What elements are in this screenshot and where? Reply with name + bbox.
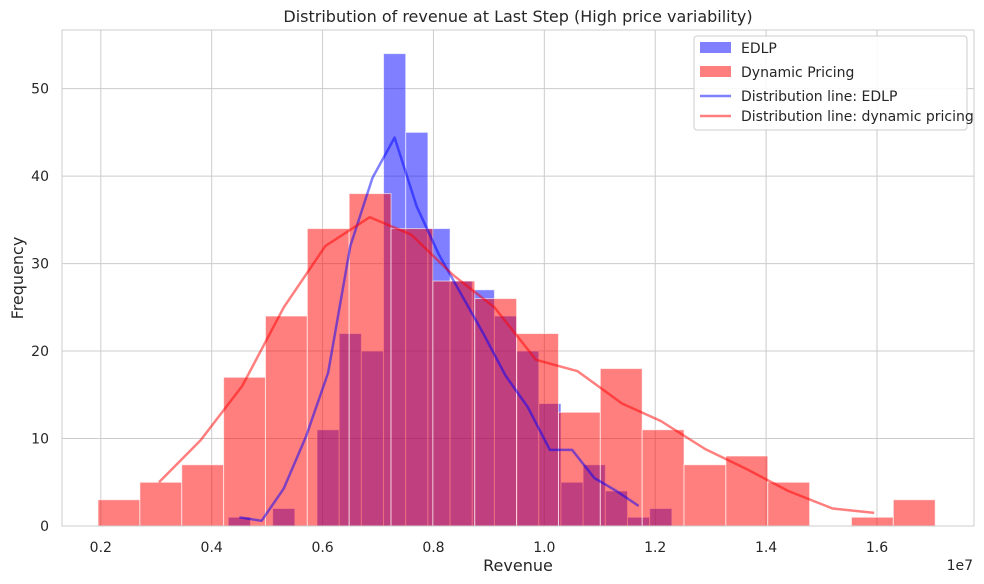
dynamic-pricing-bar — [850, 516, 894, 527]
y-tick-label: 30 — [31, 257, 49, 273]
legend-label-line-edlp: Distribution line: EDLP — [741, 89, 897, 105]
x-tick-label: 1.4 — [755, 540, 777, 556]
legend-box — [693, 35, 968, 131]
y-axis-ticks: 0 10 20 30 40 50 — [31, 82, 49, 535]
x-tick-label: 1.2 — [644, 540, 666, 556]
legend-label-line-dynamic-pricing: Distribution line: dynamic pricing — [741, 109, 974, 125]
y-tick-label: 40 — [31, 169, 49, 185]
dynamic-pricing-bar — [264, 315, 308, 527]
y-tick-label: 20 — [31, 344, 49, 360]
x-tick-label: 0.2 — [90, 540, 112, 556]
dynamic-pricing-bar — [181, 464, 225, 527]
legend-label-dynamic-pricing: Dynamic Pricing — [741, 65, 854, 81]
y-axis-label: Frequency — [8, 237, 27, 320]
x-axis-offset-text: 1e7 — [947, 558, 973, 574]
distribution-line-edlp — [239, 136, 640, 523]
y-tick-label: 50 — [31, 82, 49, 98]
x-tick-label: 1.6 — [866, 540, 888, 556]
dynamic-pricing-bar — [474, 298, 518, 527]
legend-label-edlp: EDLP — [741, 41, 777, 57]
y-tick-label: 0 — [40, 519, 49, 535]
dynamic-pricing-bar — [139, 481, 183, 527]
dynamic-pricing-bar — [223, 376, 266, 527]
x-tick-label: 1.0 — [533, 540, 555, 556]
dynamic-pricing-bar — [432, 280, 476, 527]
legend-swatch-edlp — [700, 42, 731, 53]
chart-title: Distribution of revenue at Last Step (Hi… — [283, 7, 752, 26]
legend-swatch-dynamic-pricing — [700, 66, 731, 77]
x-tick-label: 0.8 — [422, 540, 444, 556]
dynamic-pricing-bar — [516, 333, 559, 527]
distribution-line-dynamic-pricing — [158, 215, 875, 515]
plot-frame — [61, 29, 975, 527]
dynamic-pricing-bar — [641, 429, 685, 527]
x-axis-ticks: 0.2 0.4 0.6 0.8 1.0 1.2 1.4 1.6 — [90, 540, 889, 556]
x-tick-label: 0.4 — [201, 540, 223, 556]
legend: EDLP Dynamic Pricing Distribution line: … — [693, 35, 974, 131]
dynamic-pricing-bar — [390, 228, 434, 527]
dynamic-pricing-bar — [767, 481, 811, 527]
dynamic-pricing-histogram — [97, 193, 936, 527]
dynamic-pricing-bar — [725, 455, 769, 527]
x-axis-label: Revenue — [483, 556, 553, 575]
dynamic-pricing-bar — [892, 499, 936, 527]
dynamic-pricing-bar — [306, 228, 350, 527]
dynamic-pricing-bar — [97, 499, 141, 527]
distribution-lines — [158, 136, 875, 523]
dynamic-pricing-bar — [557, 411, 601, 527]
dynamic-pricing-bar — [683, 464, 727, 527]
y-tick-label: 10 — [31, 432, 49, 448]
x-tick-label: 0.6 — [311, 540, 333, 556]
dynamic-pricing-bar — [348, 193, 392, 527]
